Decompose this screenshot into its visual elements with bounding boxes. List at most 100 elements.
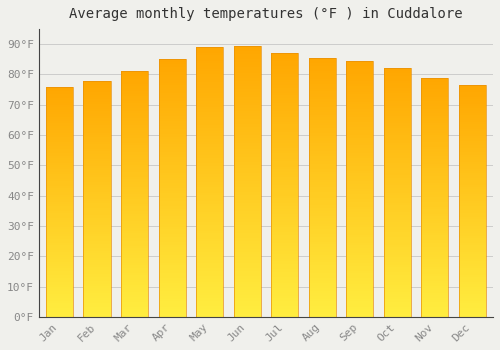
Bar <box>271 185 298 188</box>
Bar <box>46 271 73 273</box>
Bar <box>271 211 298 214</box>
Bar <box>384 88 411 91</box>
Bar <box>459 224 486 226</box>
Bar <box>84 90 110 92</box>
Bar <box>234 105 260 108</box>
Bar <box>196 198 223 201</box>
Bar <box>234 113 260 116</box>
Bar <box>459 310 486 312</box>
Bar <box>384 267 411 270</box>
Bar <box>384 76 411 78</box>
Bar <box>271 56 298 58</box>
Bar <box>384 93 411 96</box>
Bar <box>234 217 260 219</box>
Bar <box>346 153 374 155</box>
Bar <box>46 186 73 188</box>
Bar <box>308 154 336 156</box>
Bar <box>384 294 411 297</box>
Bar <box>84 88 110 90</box>
Bar <box>422 168 448 171</box>
Bar <box>46 289 73 292</box>
Bar <box>46 303 73 305</box>
Bar <box>308 211 336 213</box>
Bar <box>422 207 448 209</box>
Bar <box>271 159 298 161</box>
Bar <box>346 150 374 153</box>
Bar <box>46 165 73 167</box>
Bar <box>308 74 336 76</box>
Bar <box>459 115 486 118</box>
Bar <box>121 224 148 226</box>
Bar <box>84 260 110 262</box>
Bar <box>271 253 298 256</box>
Bar <box>422 193 448 195</box>
Bar <box>384 78 411 81</box>
Bar <box>121 187 148 189</box>
Bar <box>422 271 448 274</box>
Bar <box>384 118 411 121</box>
Bar <box>121 229 148 231</box>
Bar <box>271 222 298 225</box>
Bar <box>46 213 73 216</box>
Bar <box>384 165 411 168</box>
Bar <box>384 252 411 255</box>
Bar <box>308 260 336 262</box>
Bar <box>308 262 336 265</box>
Bar <box>121 206 148 209</box>
Bar <box>459 199 486 201</box>
Bar <box>46 278 73 280</box>
Bar <box>46 204 73 206</box>
Bar <box>271 256 298 259</box>
Bar <box>158 245 186 247</box>
Bar <box>84 194 110 196</box>
Bar <box>234 152 260 154</box>
Bar <box>46 162 73 165</box>
Bar <box>46 121 73 124</box>
Bar <box>271 285 298 288</box>
Bar <box>422 262 448 264</box>
Bar <box>196 223 223 225</box>
Bar <box>196 147 223 150</box>
Bar <box>121 170 148 172</box>
Bar <box>234 89 260 92</box>
Bar <box>422 164 448 166</box>
Bar <box>196 309 223 312</box>
Bar <box>271 69 298 72</box>
Bar <box>46 227 73 229</box>
Bar <box>196 255 223 258</box>
Bar <box>271 264 298 267</box>
Bar <box>384 158 411 160</box>
Bar <box>121 111 148 113</box>
Bar <box>384 138 411 140</box>
Bar <box>384 242 411 245</box>
Bar <box>459 104 486 106</box>
Bar <box>196 239 223 241</box>
Bar <box>46 96 73 98</box>
Bar <box>346 61 374 317</box>
Bar <box>346 296 374 299</box>
Bar <box>459 88 486 90</box>
Bar <box>234 81 260 84</box>
Bar <box>158 75 186 77</box>
Bar <box>46 285 73 287</box>
Bar <box>271 127 298 130</box>
Bar <box>158 178 186 180</box>
Bar <box>308 185 336 187</box>
Bar <box>121 142 148 145</box>
Bar <box>84 201 110 203</box>
Bar <box>84 227 110 229</box>
Bar <box>158 121 186 124</box>
Bar <box>84 163 110 166</box>
Bar <box>234 92 260 94</box>
Bar <box>422 312 448 314</box>
Bar <box>84 128 110 130</box>
Bar <box>196 231 223 233</box>
Bar <box>346 86 374 89</box>
Bar <box>196 301 223 303</box>
Bar <box>346 245 374 248</box>
Bar <box>158 160 186 162</box>
Bar <box>422 87 448 90</box>
Bar <box>308 288 336 291</box>
Bar <box>234 287 260 290</box>
Bar <box>459 308 486 310</box>
